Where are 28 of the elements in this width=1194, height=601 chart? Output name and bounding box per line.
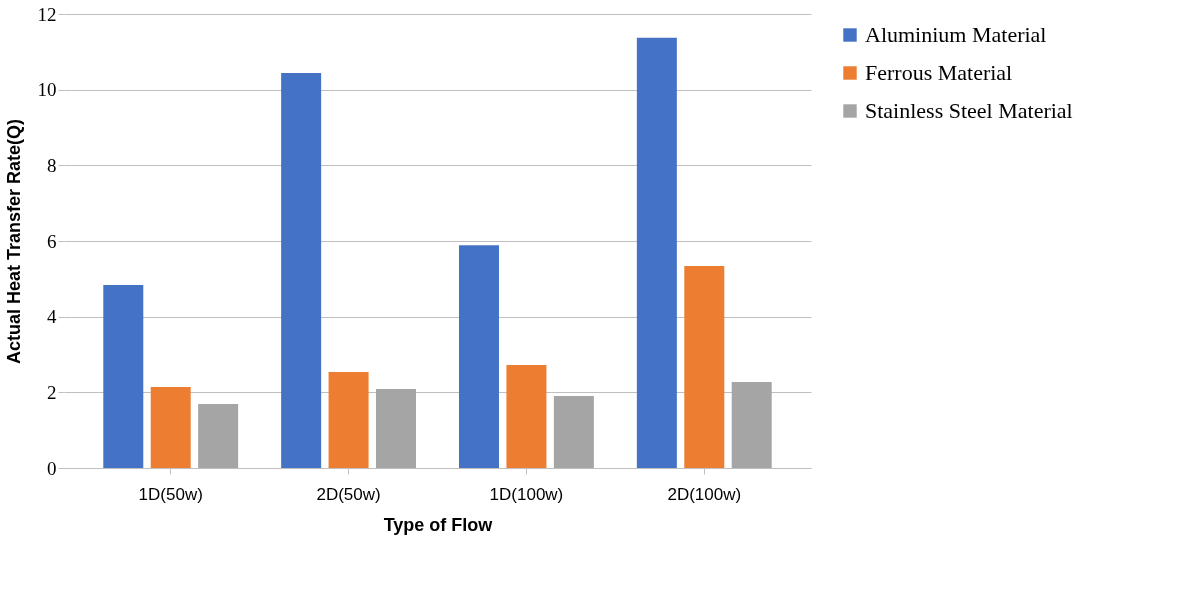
- x-tick-label: 1D(100w): [489, 484, 564, 504]
- legend-label: Ferrous Material: [865, 60, 1013, 85]
- y-axis-title: Actual Heat Transfer Rate(Q): [3, 118, 24, 365]
- x-tick-label: 2D(100w): [667, 484, 742, 504]
- bar: [328, 371, 369, 468]
- legend-label: Stainless Steel Material: [865, 98, 1073, 123]
- bar: [506, 365, 547, 468]
- legend-label: Aluminium Material: [865, 22, 1047, 47]
- bar: [459, 245, 499, 468]
- bar: [376, 388, 416, 468]
- x-tick-label: 1D(50w): [138, 484, 203, 504]
- y-tick-label: 4: [47, 306, 57, 328]
- y-tick-label: 8: [47, 154, 57, 176]
- x-tick-label: 2D(50w): [316, 484, 381, 504]
- bar: [281, 73, 322, 468]
- x-axis-title: Type of Flow: [383, 514, 494, 535]
- y-tick-label: 12: [37, 3, 57, 25]
- y-tick-label: 6: [47, 230, 57, 252]
- bar: [103, 284, 144, 468]
- bar: [684, 265, 725, 468]
- bar: [553, 396, 594, 468]
- bar: [198, 404, 239, 468]
- y-tick-label: 10: [37, 79, 57, 101]
- bar: [150, 387, 191, 468]
- bar: [636, 37, 677, 468]
- y-tick-label: 2: [47, 381, 57, 403]
- bar: [731, 382, 772, 468]
- y-tick-label: 0: [47, 457, 57, 479]
